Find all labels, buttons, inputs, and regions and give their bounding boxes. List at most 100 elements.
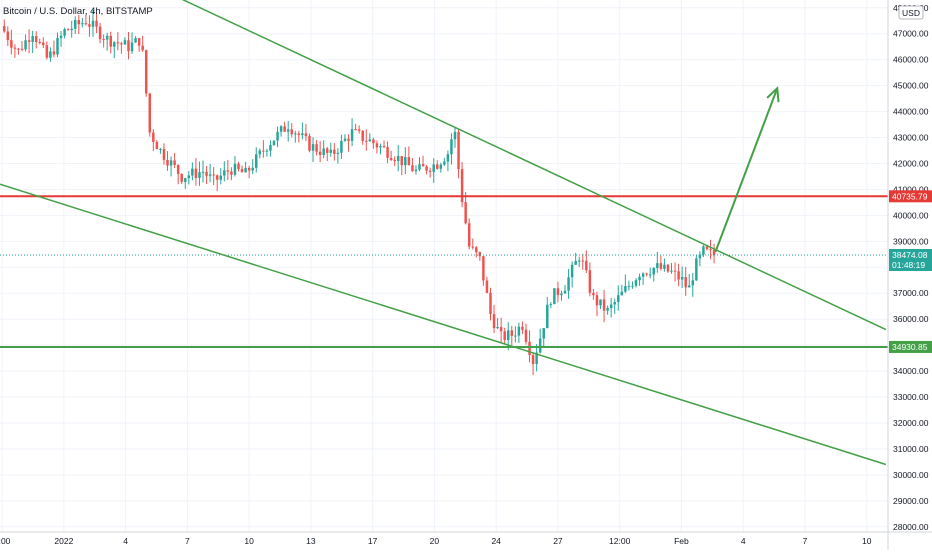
current-price-label: 38474.08 <box>892 250 928 260</box>
candle-body <box>357 129 361 131</box>
candle-body <box>17 48 20 50</box>
candle-body <box>375 143 379 148</box>
candle-body <box>393 159 396 162</box>
candle-body <box>617 295 620 302</box>
price-tick-label: 46000.00 <box>893 55 929 65</box>
candle-body <box>340 140 343 153</box>
candle-body <box>602 299 606 311</box>
candle-body <box>563 290 567 294</box>
candle-body <box>648 274 652 276</box>
currency-badge-box[interactable] <box>898 5 924 20</box>
candle-body <box>418 164 421 170</box>
candle-body <box>184 178 187 182</box>
currency-badge[interactable]: USD <box>902 8 920 18</box>
candle-body <box>542 328 545 339</box>
candle-body <box>641 273 645 277</box>
price-tick-label: 41000.00 <box>893 184 929 194</box>
candle-body <box>396 156 400 162</box>
candle-body <box>691 280 695 286</box>
projection-arrow[interactable] <box>714 87 779 253</box>
price-tick-label: 43000.00 <box>893 133 929 143</box>
candle-body <box>560 293 563 296</box>
candle-body <box>659 263 663 269</box>
price-tick-label: 47000.00 <box>893 29 929 39</box>
candle-body <box>464 202 467 224</box>
candle-body <box>333 149 336 154</box>
price-tick-label: 30000.00 <box>893 470 929 480</box>
candle-body <box>10 40 13 48</box>
price-tick-label: 28000.00 <box>893 522 929 532</box>
candle-body <box>428 170 432 172</box>
candle-body <box>113 42 116 47</box>
resistance-price-label-box <box>889 190 932 203</box>
candle-body <box>531 355 535 364</box>
candle-body <box>42 42 45 46</box>
candle-body <box>457 131 460 170</box>
price-tick-label: 36000.00 <box>893 314 929 324</box>
candle-body <box>343 138 347 141</box>
candle-body <box>631 285 634 287</box>
candle-body <box>688 285 691 288</box>
candle-body <box>123 40 127 45</box>
candle-body <box>521 326 524 330</box>
candle-body <box>27 40 31 42</box>
trend-line-lower-channel[interactable] <box>0 183 887 466</box>
candle-body <box>38 41 41 43</box>
candle-body <box>272 140 276 146</box>
candle-body <box>127 40 130 52</box>
candle-body <box>680 277 684 280</box>
header: Bitcoin / U.S. Dollar, 4h, BITSTAMP USD <box>3 5 924 20</box>
candle-body <box>368 139 372 142</box>
candle-body <box>574 261 577 265</box>
candle-body <box>514 335 517 337</box>
candle-body <box>528 341 531 356</box>
time-tick-label: 10 <box>862 536 872 546</box>
candle-body <box>226 170 230 172</box>
candle-body <box>247 167 251 171</box>
time-tick-label: 27 <box>553 536 563 546</box>
candle-body <box>620 291 624 296</box>
candle-body <box>652 268 655 275</box>
candle-body <box>336 152 340 154</box>
candle-body <box>446 154 450 162</box>
candle-body <box>503 331 506 341</box>
candle-body <box>702 246 705 255</box>
time-tick-label: 4 <box>123 536 128 546</box>
candle-body <box>709 249 712 251</box>
candle-body <box>297 133 301 136</box>
candle-body <box>148 93 152 133</box>
candle-body <box>194 168 198 178</box>
candle-body <box>74 20 77 29</box>
candle-body <box>294 133 297 135</box>
candle-body <box>84 23 88 25</box>
candle-body <box>585 260 588 271</box>
candle-body <box>350 129 354 141</box>
time-tick-label: 17 <box>368 536 378 546</box>
candle-body <box>20 48 24 50</box>
candle-body <box>152 132 155 142</box>
candle-body <box>372 139 375 144</box>
candle-body <box>673 270 677 272</box>
price-tick-label: 33000.00 <box>893 392 929 402</box>
candle-body <box>577 260 581 262</box>
candle-body <box>436 164 439 169</box>
candle-body <box>81 23 84 25</box>
candle-body <box>77 20 81 25</box>
time-tick-label: 12:00 <box>609 536 631 546</box>
candle-body <box>695 258 698 281</box>
candle-body <box>45 45 49 58</box>
candle-body <box>379 146 382 148</box>
candle-body <box>208 174 212 176</box>
candle-body <box>301 133 304 136</box>
candle-body <box>70 28 73 31</box>
symbol-title: Bitcoin / U.S. Dollar, 4h, BITSTAMP <box>3 6 153 17</box>
current-price-label-countdown: 01:48:19 <box>892 260 925 270</box>
time-tick-label: 2:00 <box>0 536 11 546</box>
candle-body <box>191 168 194 176</box>
trend-line-upper-channel[interactable] <box>172 0 887 331</box>
candle-body <box>212 174 215 176</box>
candle-body <box>315 144 318 152</box>
candle-body <box>237 163 240 170</box>
